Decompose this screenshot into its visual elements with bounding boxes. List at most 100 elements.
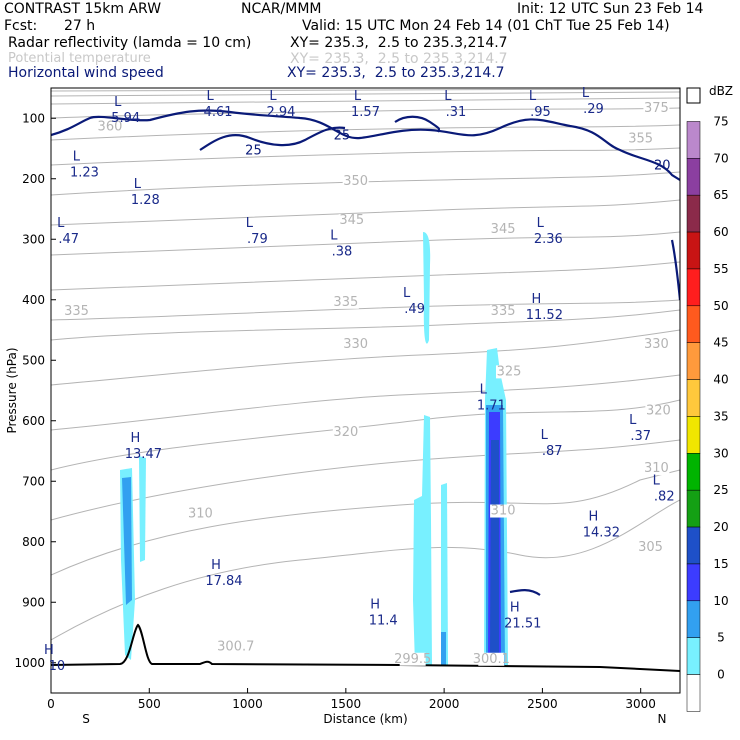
extremum-kind: L <box>57 216 65 231</box>
x-tick-label: 2500 <box>527 697 558 711</box>
colorbar-level: 5 <box>717 631 725 645</box>
extremum-kind: L <box>444 89 452 104</box>
x-tick-label: 500 <box>138 697 161 711</box>
theta-label: 325 <box>497 364 522 379</box>
colorbar-swatch <box>686 526 701 565</box>
colorbar-units: dBZ <box>709 84 733 98</box>
colorbar-level: 45 <box>713 336 728 350</box>
extremum-value: 5.94 <box>111 111 140 126</box>
fcst-value: 27 h <box>64 18 96 34</box>
theta-label-mask <box>495 365 522 379</box>
terrain-line <box>50 623 681 672</box>
extremum-kind: L <box>529 89 537 104</box>
colorbar-swatch <box>686 342 701 380</box>
theta-label: 299.5 <box>394 652 431 667</box>
colorbar-level: 40 <box>713 373 728 387</box>
theta-label: 350 <box>343 174 368 189</box>
theta-label: 300.1 <box>473 652 510 667</box>
theta-label: 310 <box>644 461 669 476</box>
echo-cell <box>413 415 432 665</box>
colorbar-swatch <box>686 158 701 196</box>
theta-label: 355 <box>628 131 653 146</box>
theta-label-mask <box>96 120 123 134</box>
theta-label: 335 <box>491 304 516 319</box>
colorbar-swatch <box>686 416 701 454</box>
colorbar-cap <box>686 87 701 104</box>
theta-label-mask <box>490 304 517 318</box>
extremum-value: .49 <box>404 302 425 317</box>
extremum-value: 13.47 <box>125 447 162 462</box>
plot-frame <box>50 87 681 694</box>
theta-label-mask <box>338 214 365 228</box>
theta-label: 335 <box>64 304 89 319</box>
echo-cell <box>490 440 499 660</box>
x-tick-label: 1500 <box>331 697 362 711</box>
fcst-label: Fcst: <box>4 18 38 34</box>
colorbar-level: 35 <box>713 409 728 423</box>
extremum-value: 2.94 <box>267 105 296 120</box>
extremum-value: .37 <box>630 429 651 444</box>
echo-cell <box>441 483 448 665</box>
y-tick-label: 100 <box>22 111 45 125</box>
y-tick-label: 1000 <box>14 656 45 670</box>
theta-isentrope <box>51 107 680 119</box>
init-time: Init: 12 UTC Sun 23 Feb 14 <box>517 1 704 17</box>
theta-label-mask <box>643 102 670 116</box>
wind-contours <box>51 109 680 596</box>
extremum-value: 11.52 <box>526 308 563 323</box>
theta-label-mask <box>187 507 214 521</box>
theta-label: 310 <box>188 507 213 522</box>
wind-label: 25 <box>334 128 351 143</box>
extremum-value: 21.51 <box>504 616 541 631</box>
colorbar-level: 65 <box>713 188 728 202</box>
field-reflectivity-xy: XY= 235.3, 2.5 to 235.3,214.7 <box>290 35 508 51</box>
extremum-kind: L <box>73 150 81 165</box>
theta-isentrope <box>51 147 680 166</box>
extremum-kind: L <box>403 286 411 301</box>
x-axis-label: Distance (km) <box>323 712 407 726</box>
extremum-value: 1.28 <box>131 193 160 208</box>
echo-cell <box>423 232 431 344</box>
wind-label: 20 <box>654 159 671 174</box>
theta-isentrope <box>51 124 680 141</box>
extremum-kind: L <box>114 95 122 110</box>
theta-label: 330 <box>343 337 368 352</box>
colorbar-level: 0 <box>717 668 725 682</box>
theta-isentrope <box>51 231 680 256</box>
extremum-value: .95 <box>530 105 551 120</box>
extremum-value: .82 <box>654 489 675 504</box>
extremum-kind: H <box>130 431 140 446</box>
theta-label: 300.7 <box>217 640 254 655</box>
colorbar-level: 50 <box>713 299 728 313</box>
extremum-value: 4.61 <box>204 105 233 120</box>
colorbar-level: 20 <box>713 520 728 534</box>
valid-time: Valid: 15 UTC Mon 24 Feb 14 (01 ChT Tue … <box>302 18 670 34</box>
colorbar-level: 10 <box>713 594 728 608</box>
extremum-kind: L <box>206 89 214 104</box>
x-tick-label: 2000 <box>429 697 460 711</box>
extremum-value: 10 <box>49 659 66 674</box>
extremum-kind: L <box>134 177 142 192</box>
colorbar-swatch <box>686 563 701 602</box>
model-title: CONTRAST 15km ARW <box>4 1 162 17</box>
extremum-value: 14.32 <box>583 526 620 541</box>
extremum-kind: L <box>330 228 338 243</box>
y-tick-label: 700 <box>22 474 45 488</box>
theta-label-mask <box>643 462 670 476</box>
reflectivity-cells <box>120 232 508 665</box>
theta-label-mask <box>645 404 672 418</box>
colorbar-level: 75 <box>713 114 728 128</box>
colorbar-swatch <box>686 489 701 528</box>
extremum-kind: L <box>582 86 590 101</box>
extremum-kind: H <box>370 597 380 612</box>
colorbar-level: 60 <box>713 225 728 239</box>
extremum-kind: H <box>588 510 598 525</box>
colorbar-swatch <box>686 453 701 491</box>
y-axis-label: Pressure (hPa) <box>5 347 19 433</box>
extremum-value: .79 <box>247 232 268 247</box>
extremum-value: .31 <box>446 105 467 120</box>
theta-isentrope <box>51 199 680 226</box>
y-tick-label: 300 <box>22 232 45 246</box>
theta-label-mask <box>222 640 249 654</box>
theta-isentrope <box>51 374 680 431</box>
